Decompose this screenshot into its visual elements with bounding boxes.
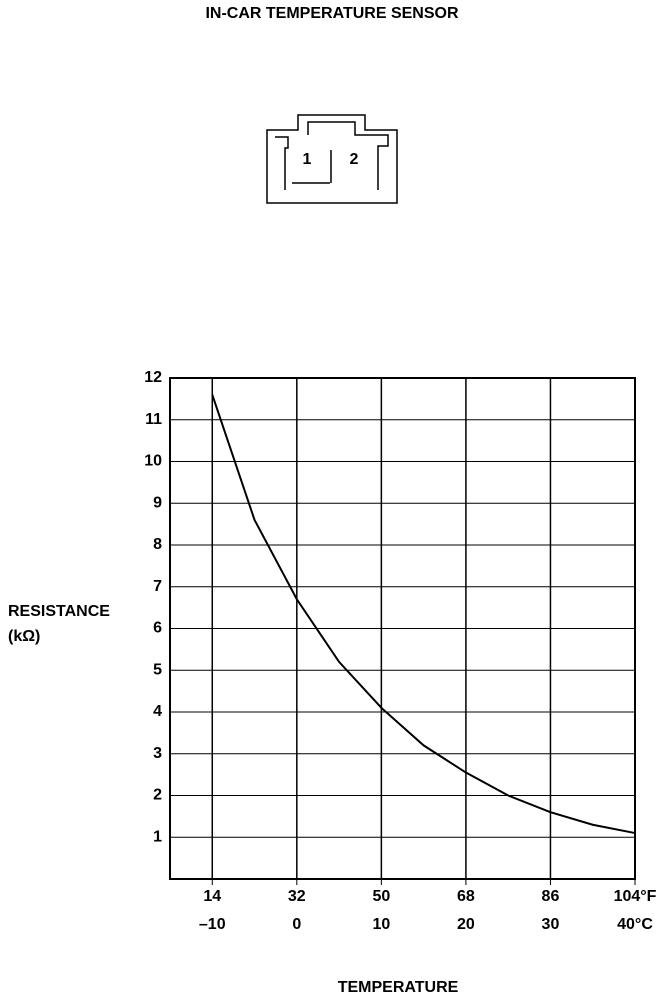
page-title: IN-CAR TEMPERATURE SENSOR xyxy=(205,5,458,22)
pin-label: 1 xyxy=(303,151,312,168)
x2-tick-label: 50 xyxy=(372,888,390,905)
y-tick-label: 7 xyxy=(153,578,162,595)
x2-tick-label: 104°F xyxy=(614,888,657,905)
x2-tick-label: 14 xyxy=(203,888,221,905)
connector-diagram xyxy=(266,114,398,204)
x-tick-label: 10 xyxy=(372,916,390,933)
x-axis-label: TEMPERATURE xyxy=(338,979,459,996)
x-tick-label: 0 xyxy=(292,916,301,933)
x2-tick-label: 86 xyxy=(542,888,560,905)
y-tick-label: 9 xyxy=(153,494,162,511)
data-line xyxy=(211,394,636,835)
y-tick-label: 12 xyxy=(144,369,162,386)
x-tick-label: –10 xyxy=(199,916,226,933)
y-tick-label: 8 xyxy=(153,536,162,553)
x2-tick-label: 32 xyxy=(288,888,306,905)
y-tick-label: 4 xyxy=(153,703,162,720)
x-tick-label: 30 xyxy=(542,916,560,933)
y-axis-label: RESISTANCE xyxy=(8,603,110,620)
y-tick-label: 5 xyxy=(153,661,162,678)
x2-tick-label: 68 xyxy=(457,888,475,905)
x-tick-label: 20 xyxy=(457,916,475,933)
y-axis-label: (kΩ) xyxy=(8,628,40,645)
y-tick-label: 1 xyxy=(153,828,162,845)
pin-label: 2 xyxy=(350,151,359,168)
y-tick-label: 11 xyxy=(145,411,162,428)
y-tick-label: 2 xyxy=(153,787,162,804)
y-tick-label: 10 xyxy=(144,453,162,470)
y-tick-label: 6 xyxy=(153,620,162,637)
x-tick-label: 40°C xyxy=(617,916,653,933)
y-tick-label: 3 xyxy=(153,745,162,762)
